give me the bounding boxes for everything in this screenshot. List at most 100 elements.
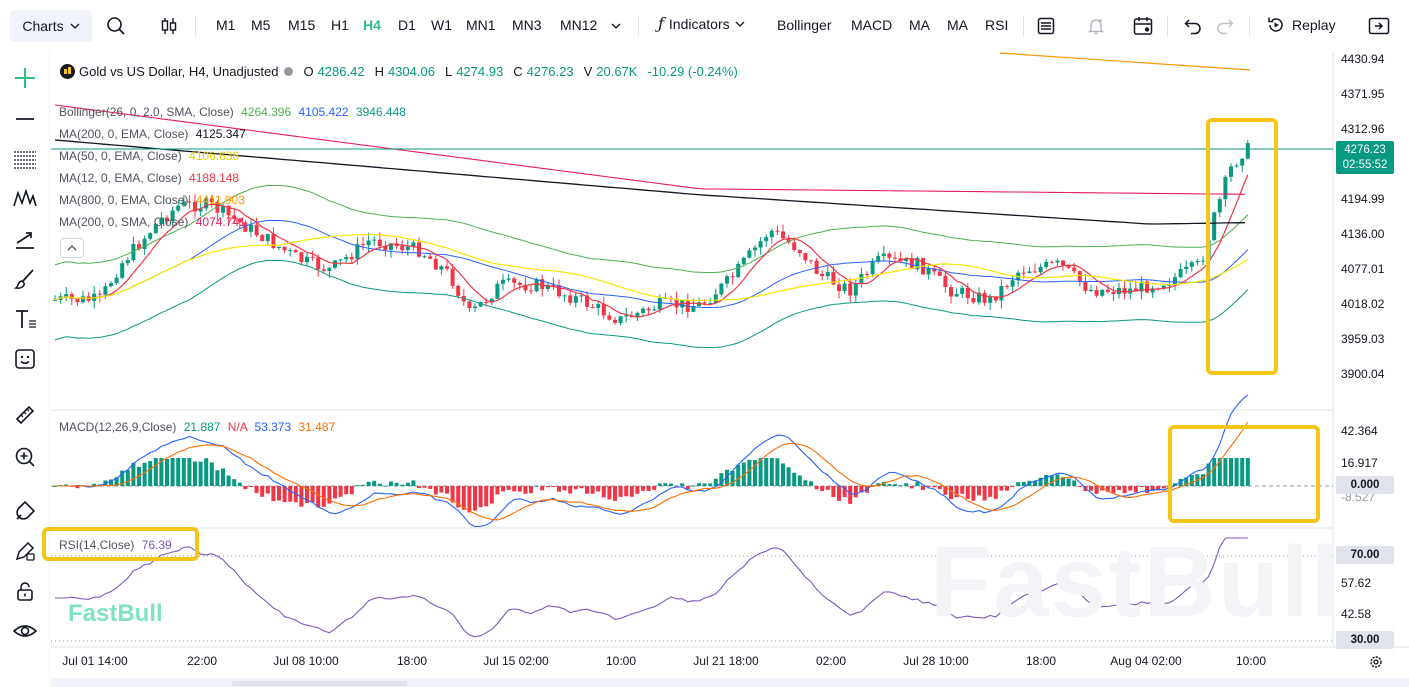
legend-macd[interactable]: MACD(12,26,9,Close) 21.887 N/A 53.373 31… xyxy=(59,420,335,434)
timeframe-mn1[interactable]: MN1 xyxy=(466,17,496,33)
legend-name: MA(200, 0, SMA, Close) xyxy=(59,215,189,229)
legend-bollinger[interactable]: Bollinger(26, 0, 2.0, SMA, Close) 4264.3… xyxy=(59,105,406,119)
macd-histogram-bar xyxy=(635,486,640,494)
macd-histogram-bar xyxy=(702,483,707,486)
candle-type-icon[interactable] xyxy=(153,10,185,42)
candle-body xyxy=(209,198,214,203)
candle-body xyxy=(1105,289,1110,292)
macd-histogram-bar xyxy=(713,478,718,486)
quick-indicator-ma-2[interactable]: MA xyxy=(947,17,968,33)
timeframe-h1[interactable]: H1 xyxy=(331,17,349,33)
quick-indicator-bollinger[interactable]: Bollinger xyxy=(777,17,832,33)
toolbar-separator xyxy=(1249,16,1250,36)
macd-histogram-bar xyxy=(1016,482,1021,486)
candle-body xyxy=(467,301,472,308)
macd-signal-line xyxy=(55,421,1249,521)
timeframe-m5[interactable]: M5 xyxy=(251,17,271,33)
timeframe-more-icon[interactable] xyxy=(600,10,632,42)
macd-histogram-bar xyxy=(596,486,601,492)
legend-ema-12[interactable]: MA(12, 0, EMA, Close) 4188.148 xyxy=(59,171,239,185)
macd-histogram-bar xyxy=(769,458,774,486)
quick-indicator-macd[interactable]: MACD xyxy=(851,17,893,33)
calendar-icon[interactable] xyxy=(1127,10,1159,42)
symbol-legend: Gold vs US Dollar, H4, Unadjusted O 4286… xyxy=(60,64,738,79)
projection-icon[interactable] xyxy=(9,223,41,255)
lock-drawings-icon[interactable] xyxy=(9,535,41,567)
text-icon[interactable] xyxy=(9,303,41,335)
candle-body xyxy=(691,305,696,312)
macd-histogram-bar xyxy=(573,486,578,490)
trend-line-icon[interactable] xyxy=(9,103,41,135)
macd-histogram-bar xyxy=(825,486,830,490)
search-icon[interactable] xyxy=(100,10,132,42)
candle-body xyxy=(741,257,746,265)
legend-ema-200[interactable]: MA(200, 0, EMA, Close) 4125.347 xyxy=(59,127,246,141)
macd-histogram-bar xyxy=(1061,477,1065,486)
candle-body xyxy=(288,250,293,252)
time-axis-label: 18:00 xyxy=(1025,654,1057,668)
time-axis-label: Jul 01 14:00 xyxy=(62,654,128,668)
zoom-in-icon[interactable] xyxy=(9,441,41,473)
eye-icon[interactable] xyxy=(9,615,41,647)
crosshair-icon[interactable] xyxy=(9,62,41,94)
timeframe-mn12[interactable]: MN12 xyxy=(560,17,598,33)
highlight-rsi-legend xyxy=(42,527,199,561)
symbol-title[interactable]: Gold vs US Dollar, H4, Unadjusted xyxy=(79,64,279,79)
fib-retracement-icon[interactable] xyxy=(9,143,41,175)
candle-body xyxy=(1122,287,1127,294)
templates-icon[interactable] xyxy=(1030,10,1062,42)
timeframe-d1[interactable]: D1 xyxy=(398,17,416,33)
fullscreen-icon[interactable] xyxy=(1363,10,1395,42)
quick-indicator-ma[interactable]: MA xyxy=(909,17,930,33)
candle-body xyxy=(557,285,561,297)
timeframe-m1[interactable]: M1 xyxy=(216,17,236,33)
macd-histogram-bar xyxy=(215,470,220,486)
candle-body xyxy=(977,292,981,303)
quick-indicator-rsi[interactable]: RSI xyxy=(985,17,1009,33)
ema-50-line xyxy=(54,233,1249,302)
macd-histogram-bar xyxy=(1055,474,1060,486)
legend-sma-200[interactable]: MA(200, 0, SMA, Close) 4074.741 xyxy=(59,215,246,229)
magnet-icon[interactable] xyxy=(9,495,41,527)
legend-ema-50[interactable]: MA(50, 0, EMA, Close) 4106.636 xyxy=(59,149,239,163)
candle-body xyxy=(109,283,113,287)
legend-rsi[interactable]: RSI(14,Close) 76.39 xyxy=(59,538,172,552)
macd-histogram-bar xyxy=(125,470,130,486)
legend-ema-800[interactable]: MA(800, 0, EMA, Close) 4411.903 xyxy=(59,193,245,207)
charts-menu-button[interactable]: Charts xyxy=(10,10,92,42)
brush-icon[interactable] xyxy=(9,263,41,295)
redo-icon[interactable] xyxy=(1209,10,1241,42)
emoji-icon[interactable] xyxy=(9,343,41,375)
bollinger-upper-line xyxy=(54,184,1249,273)
alert-icon[interactable] xyxy=(1080,10,1112,42)
macd-histogram-bar xyxy=(1240,458,1245,486)
macd-histogram-bar xyxy=(960,486,965,494)
timeframe-h4[interactable]: H4 xyxy=(363,17,381,33)
candle-body xyxy=(249,224,253,232)
candle-body xyxy=(1094,290,1099,296)
candle-body xyxy=(215,202,220,213)
chart-settings-gear-icon[interactable] xyxy=(1360,646,1392,678)
timeframe-m15[interactable]: M15 xyxy=(288,17,316,33)
collapse-legend-button[interactable] xyxy=(60,238,84,258)
macd-histogram-bar xyxy=(321,486,326,507)
timeframe-mn3[interactable]: MN3 xyxy=(512,17,542,33)
candle-body xyxy=(243,222,248,232)
candle-body xyxy=(657,298,662,310)
timeframe-w1[interactable]: W1 xyxy=(431,17,452,33)
indicators-label: Indicators xyxy=(668,15,730,32)
replay-button[interactable]: Replay xyxy=(1266,15,1336,35)
candle-body xyxy=(708,302,713,304)
ruler-icon[interactable] xyxy=(9,399,41,431)
indicators-button[interactable]: ƒ Indicators xyxy=(658,14,745,33)
candle-body xyxy=(736,264,741,278)
undo-icon[interactable] xyxy=(1177,10,1209,42)
macd-histogram-bar xyxy=(271,486,276,502)
macd-histogram-bar xyxy=(265,486,270,494)
pattern-icon[interactable] xyxy=(9,183,41,215)
lock-icon[interactable] xyxy=(9,575,41,607)
macd-histogram-bar xyxy=(338,486,343,497)
macd-histogram-bar xyxy=(383,485,388,487)
candle-body xyxy=(551,284,556,286)
